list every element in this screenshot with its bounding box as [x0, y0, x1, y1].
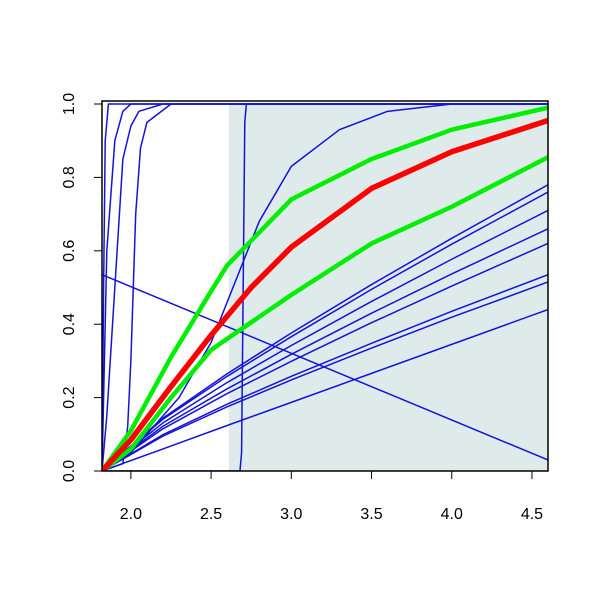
curve: [102, 105, 548, 471]
curve: [102, 308, 548, 471]
x-tick-label: 2.0: [120, 506, 142, 523]
curve: [102, 154, 548, 471]
curve: [102, 242, 548, 471]
y-tick-label: 0.8: [61, 166, 78, 188]
curve: [102, 103, 548, 471]
x-tick-label: 4.5: [521, 506, 543, 523]
curve: [102, 103, 548, 471]
curve: [102, 228, 548, 471]
y-tick-label: 0.6: [61, 240, 78, 262]
y-tick-label: 0.0: [61, 460, 78, 482]
curve: [102, 209, 548, 471]
curve: [102, 183, 548, 471]
y-tick-label: 1.0: [61, 93, 78, 115]
x-tick-label: 3.5: [360, 506, 382, 523]
curve: [102, 191, 548, 471]
y-tick-label: 0.2: [61, 386, 78, 408]
curve: [102, 117, 548, 471]
curve: [102, 281, 548, 471]
plot-frame: [101, 100, 549, 472]
curve: [102, 273, 548, 471]
x-tick-label: 2.5: [200, 506, 222, 523]
shaded-region: [228, 104, 548, 471]
x-tick-label: 4.0: [441, 506, 463, 523]
y-tick-label: 0.4: [61, 313, 78, 335]
x-tick-label: 3.0: [280, 506, 302, 523]
